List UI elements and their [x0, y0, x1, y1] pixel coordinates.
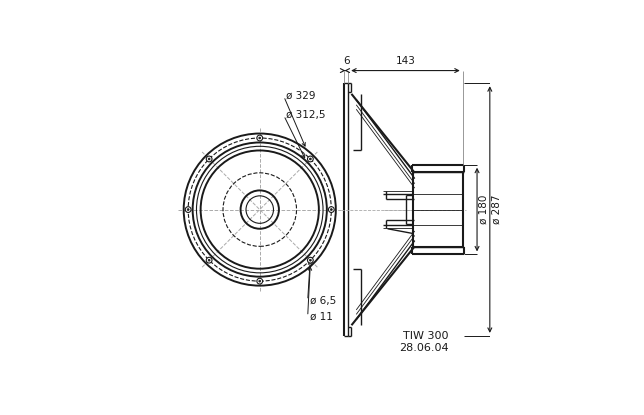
Text: ø 6,5: ø 6,5: [310, 295, 336, 305]
Circle shape: [208, 259, 210, 261]
Circle shape: [257, 278, 263, 284]
Circle shape: [206, 257, 212, 263]
Text: ø 180: ø 180: [478, 195, 489, 224]
Text: ø 329: ø 329: [287, 91, 316, 101]
Text: TIW 300: TIW 300: [402, 331, 448, 341]
Text: ø 312,5: ø 312,5: [287, 110, 326, 120]
Circle shape: [206, 156, 212, 162]
Circle shape: [259, 137, 261, 139]
Circle shape: [307, 257, 313, 263]
Circle shape: [309, 259, 311, 261]
Circle shape: [309, 158, 311, 160]
Circle shape: [259, 280, 261, 282]
Circle shape: [330, 209, 332, 210]
Text: ø 287: ø 287: [491, 195, 502, 225]
Text: 143: 143: [395, 56, 415, 66]
Circle shape: [187, 209, 189, 210]
Circle shape: [185, 207, 191, 212]
Text: 6: 6: [343, 56, 350, 66]
Text: ø 11: ø 11: [310, 312, 333, 322]
Circle shape: [208, 158, 210, 160]
Circle shape: [307, 156, 313, 162]
Circle shape: [328, 207, 334, 212]
Text: 28.06.04: 28.06.04: [399, 343, 448, 353]
Circle shape: [257, 135, 263, 141]
